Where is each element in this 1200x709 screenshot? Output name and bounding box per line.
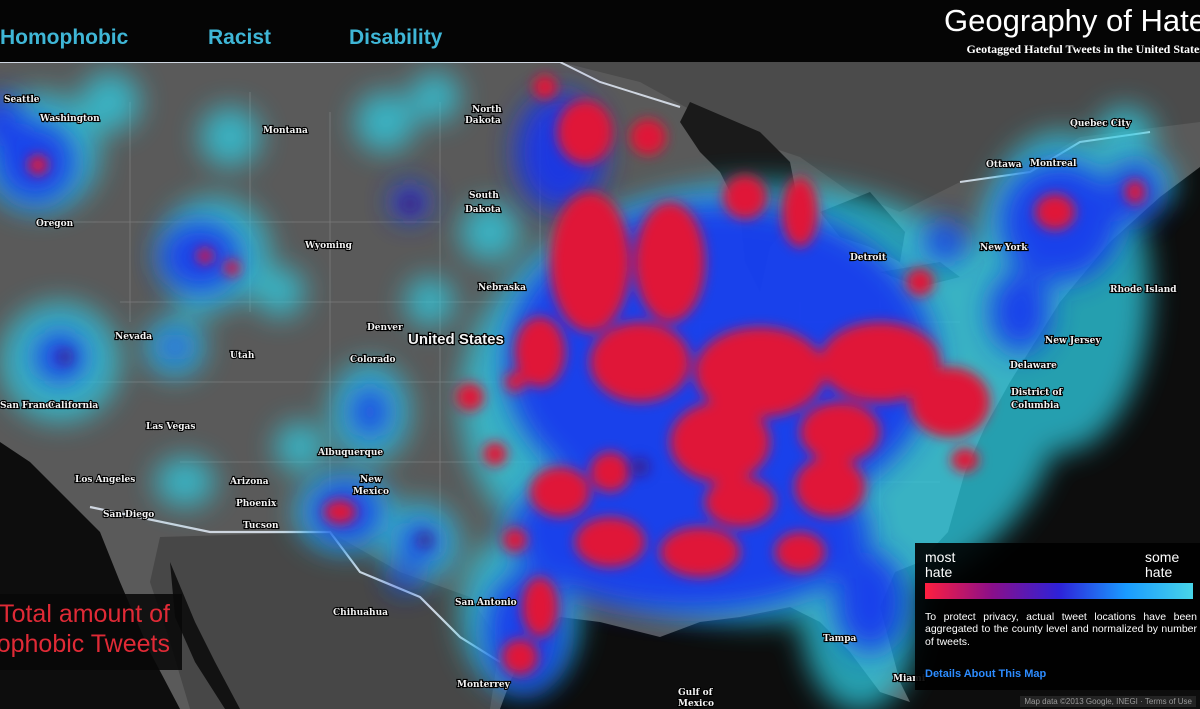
label-ottawa: Ottawa: [986, 160, 1022, 170]
canada-land: [0, 62, 1200, 212]
us-mexico-border: [89, 505, 501, 663]
heatmap-map[interactable]: Washington Seattle Montana North Dakota …: [0, 62, 1200, 709]
map-attribution[interactable]: Map data ©2013 Google, INEGI · Terms of …: [1020, 696, 1196, 707]
label-gulf-2: Mexico: [678, 699, 714, 709]
label-new-york: New York: [980, 243, 1028, 253]
label-denver: Denver: [367, 323, 403, 333]
label-rhode-island: Rhode Island: [1110, 285, 1177, 295]
label-montreal: Montreal: [1030, 159, 1077, 169]
label-albuquerque: Albuquerque: [317, 448, 383, 458]
caption-line-2: Homophobic Tweets: [0, 630, 170, 658]
page-title: Geography of Hate: [944, 3, 1200, 38]
privacy-note: To protect privacy, actual tweet locatio…: [925, 611, 1197, 648]
label-montana: Montana: [263, 126, 308, 136]
label-colorado: Colorado: [350, 355, 395, 365]
label-oregon: Oregon: [36, 219, 74, 229]
label-wyoming: Wyoming: [304, 241, 353, 251]
label-tucson: Tucson: [243, 521, 279, 531]
label-new-jersey: New Jersey: [1045, 336, 1101, 346]
label-washington: Washington: [39, 114, 100, 124]
label-san-diego: San Diego: [103, 510, 154, 520]
label-dc-2: Columbia: [1011, 401, 1059, 411]
heat-layer-red: [28, 75, 1145, 675]
legend-some-label: some hate: [1145, 549, 1180, 580]
label-california: California: [48, 401, 98, 411]
label-monterrey: Monterrey: [457, 680, 511, 690]
label-phoenix: Phoenix: [236, 499, 277, 509]
tab-racist[interactable]: Racist: [208, 26, 272, 49]
label-seattle: Seattle: [4, 95, 40, 105]
label-chihuahua: Chihuahua: [333, 608, 388, 618]
mexico-land: [150, 532, 500, 709]
legend-gradient-bar: [925, 583, 1193, 599]
label-san-antonio: San Antonio: [455, 598, 517, 608]
top-bar: Homophobic Racist Disability Geography o…: [0, 0, 1200, 62]
label-tampa: Tampa: [823, 634, 856, 644]
label-utah: Utah: [230, 351, 255, 361]
label-nebraska: Nebraska: [478, 283, 526, 293]
label-south-dakota-2: Dakota: [465, 205, 501, 215]
heat-layer-purple: [57, 196, 650, 548]
label-arizona: Arizona: [229, 477, 269, 487]
label-new-mexico-1: New: [360, 475, 382, 485]
page-subtitle: Geotagged Hateful Tweets in the United S…: [966, 42, 1200, 56]
label-south-dakota-1: South: [469, 191, 499, 201]
label-united-states: United States: [408, 331, 504, 348]
label-north-dakota-2: Dakota: [465, 116, 501, 126]
label-north-dakota-1: North: [472, 105, 502, 115]
label-new-mexico-2: Mexico: [353, 487, 389, 497]
label-detroit: Detroit: [850, 253, 887, 263]
details-link[interactable]: Details About This Map: [925, 668, 1047, 680]
baja-gulf: [170, 562, 240, 709]
label-dc-1: District of: [1011, 388, 1063, 398]
label-gulf-1: Gulf of: [678, 688, 714, 698]
label-quebec: Quebec City: [1070, 119, 1131, 129]
label-las-vegas: Las Vegas: [146, 422, 195, 432]
legend-panel: most hate some hate To protect privacy, …: [915, 543, 1200, 690]
label-nevada: Nevada: [115, 332, 152, 342]
category-caption: Total amount of Homophobic Tweets: [0, 594, 182, 670]
label-san-francisco: San Francisco: [0, 401, 71, 411]
legend-most-label: most hate: [925, 549, 956, 580]
label-delaware: Delaware: [1010, 361, 1057, 371]
tab-homophobic[interactable]: Homophobic: [0, 26, 129, 49]
tab-disability[interactable]: Disability: [349, 26, 443, 49]
caption-line-1: Total amount of: [0, 600, 170, 628]
label-los-angeles: Los Angeles: [75, 475, 135, 485]
